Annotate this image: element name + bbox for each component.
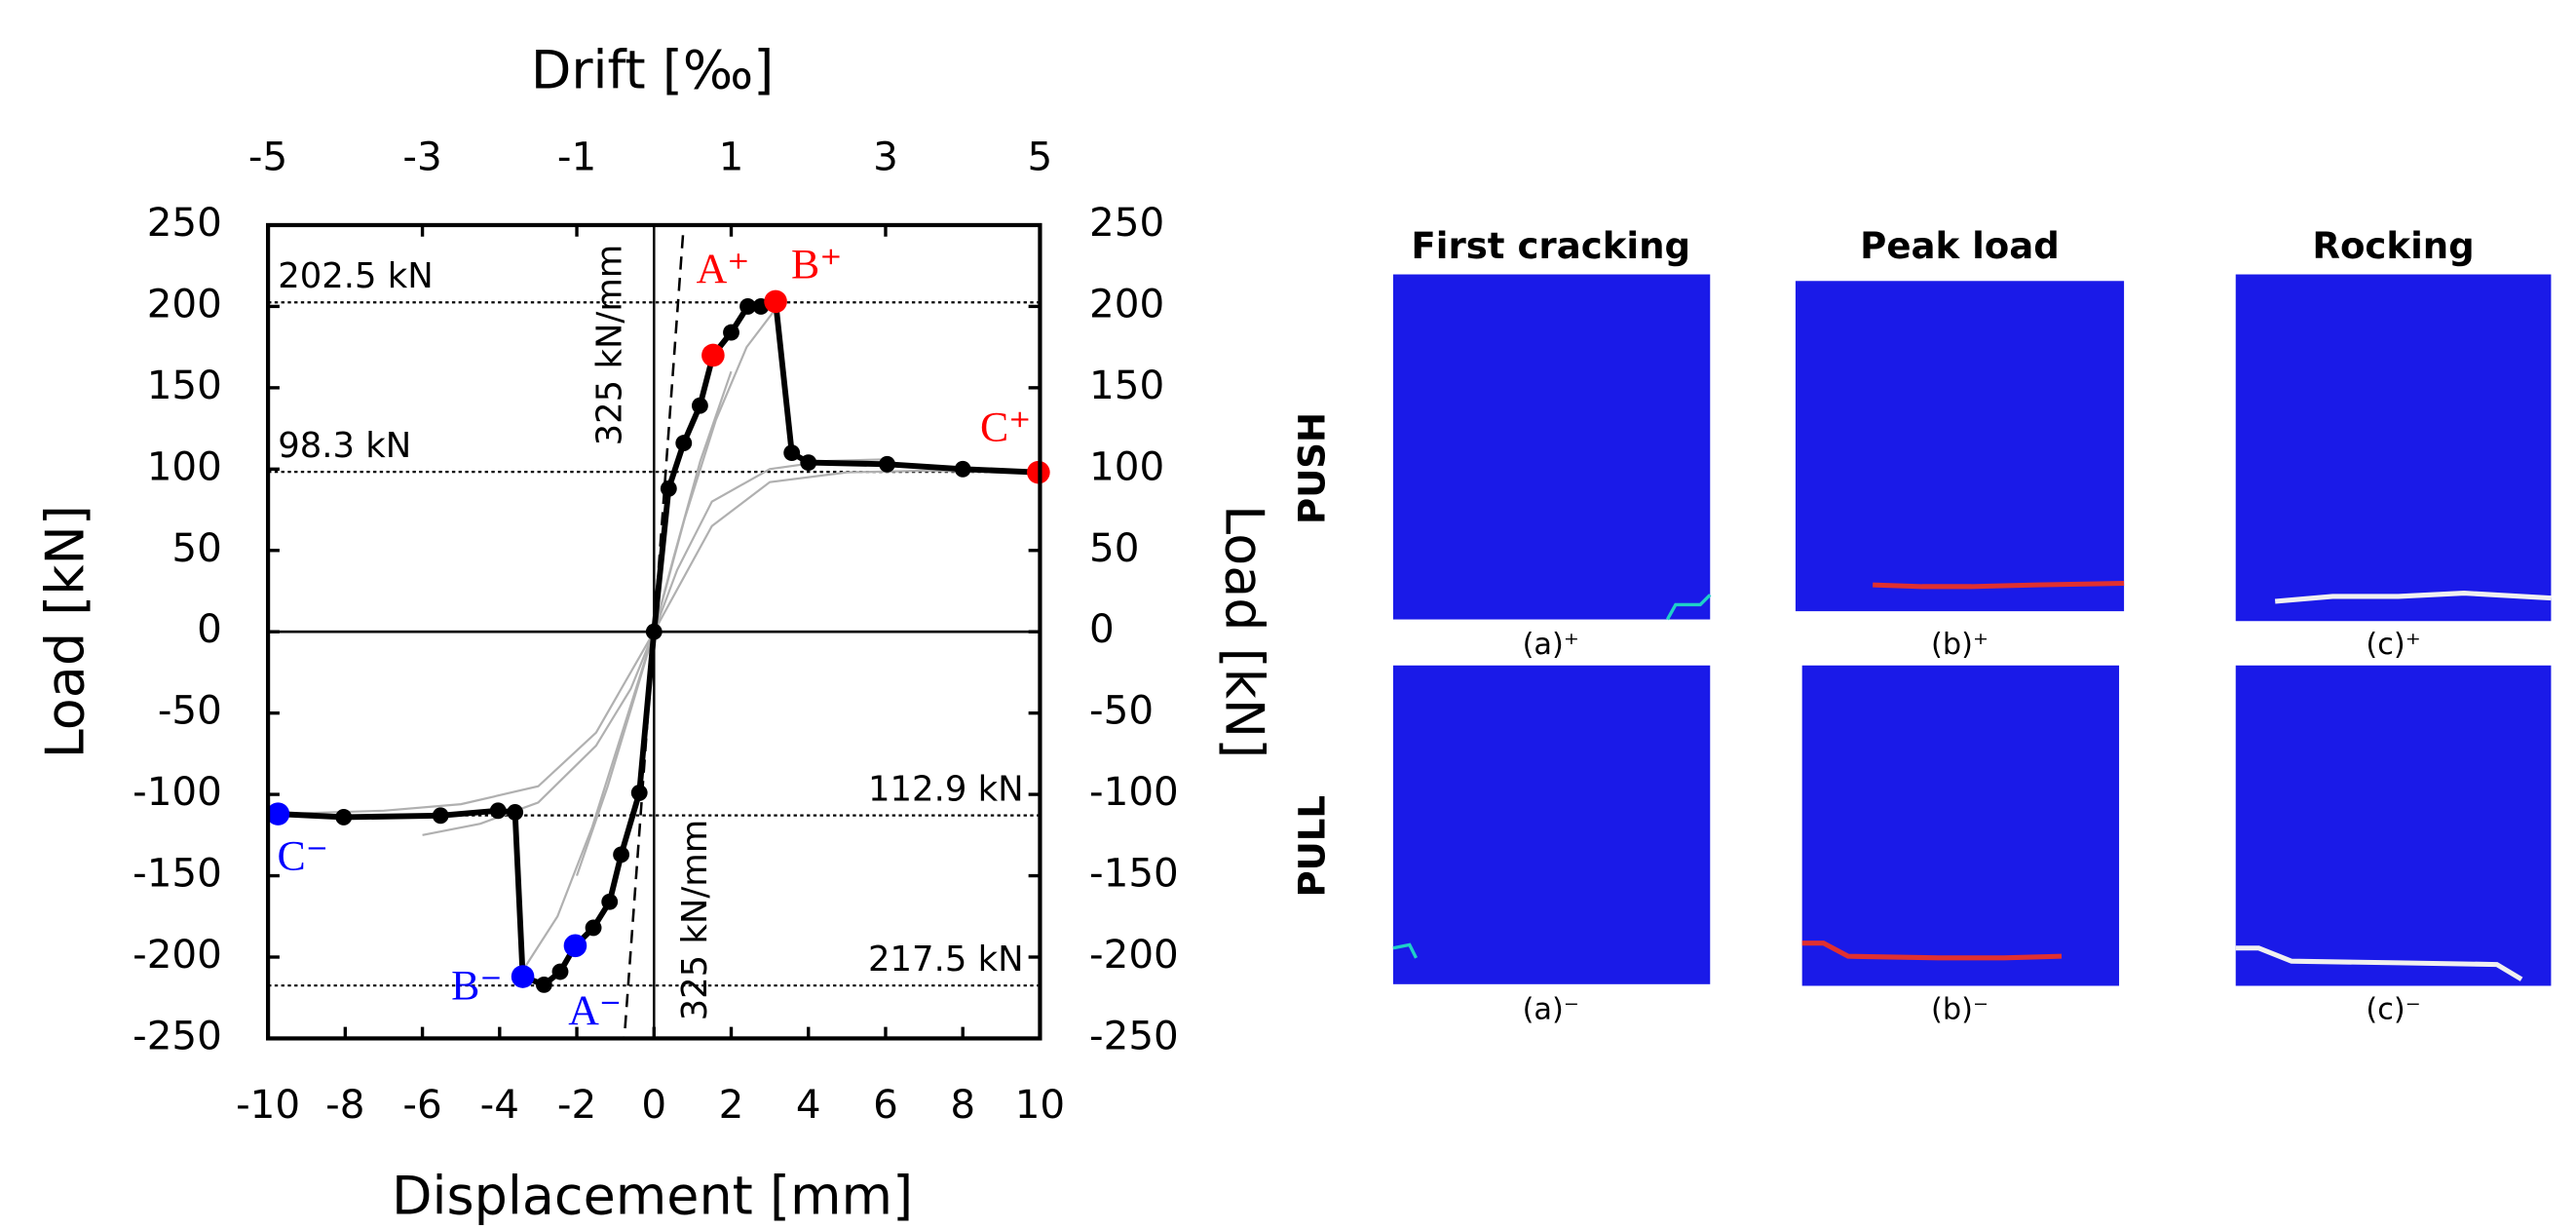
y-axis-label: Load [kN] <box>35 505 96 758</box>
y2-tick-label: -250 <box>1089 1012 1179 1058</box>
point <box>433 807 449 824</box>
y2-tick-label: -100 <box>1089 768 1179 815</box>
y-tick-label: -250 <box>133 1012 222 1058</box>
x-tick-label: 2 <box>719 1081 744 1128</box>
key-point <box>511 965 535 988</box>
row-title: PULL <box>1291 795 1333 898</box>
row-title: PUSH <box>1291 412 1333 524</box>
point <box>552 964 569 980</box>
cycle-line <box>280 471 1040 814</box>
x2-tick-label: 5 <box>1028 134 1053 180</box>
x-tick-label: -4 <box>480 1081 519 1128</box>
key-point-label: A⁻ <box>568 987 622 1034</box>
y2-axis-label: Load [kN] <box>1213 505 1274 758</box>
point <box>601 894 618 910</box>
y-tick-label: 0 <box>197 605 222 652</box>
y2-tick-label: 50 <box>1089 524 1139 571</box>
point <box>692 398 708 414</box>
x-tick-label: -6 <box>402 1081 441 1128</box>
point <box>879 456 895 473</box>
x-tick-label: -8 <box>325 1081 364 1128</box>
y2-tick-label: -200 <box>1089 931 1179 978</box>
image <box>1802 666 2119 986</box>
reference-label: 202.5 kN <box>278 256 434 296</box>
x2-axis-label: Drift [‰] <box>531 40 775 101</box>
y2-tick-label: 150 <box>1089 362 1164 408</box>
x-tick-label: 10 <box>1015 1081 1065 1128</box>
x-tick-label: 6 <box>873 1081 898 1128</box>
y2-tick-label: -50 <box>1089 687 1154 734</box>
y-tick-label: -200 <box>133 931 222 978</box>
point <box>631 785 648 801</box>
point <box>955 461 971 478</box>
key-point <box>764 290 787 314</box>
y-tick-label: -50 <box>158 687 222 734</box>
caption: (b)⁺ <box>1931 628 1989 662</box>
image <box>2236 666 2552 986</box>
y-tick-label: -150 <box>133 850 222 897</box>
key-point <box>564 935 587 958</box>
image <box>1393 275 1710 620</box>
y-tick-label: 200 <box>147 280 222 326</box>
point <box>536 977 552 993</box>
y2-tick-label: 250 <box>1089 199 1164 246</box>
point <box>490 802 507 819</box>
x2-tick-label: 3 <box>873 134 898 180</box>
y-tick-label: 100 <box>147 442 222 489</box>
key-point <box>701 344 725 367</box>
crack <box>1873 583 2124 586</box>
point <box>335 809 352 826</box>
envelope-line <box>278 301 1038 984</box>
caption: (a)⁺ <box>1523 628 1579 662</box>
stiffness-label: 325 kN/mm <box>675 820 715 1021</box>
y2-tick-label: 0 <box>1089 605 1115 652</box>
stiffness-label: 325 kN/mm <box>589 245 629 446</box>
x2-tick-label: -1 <box>557 134 596 180</box>
x-tick-label: 0 <box>641 1081 666 1128</box>
point <box>800 454 816 471</box>
point <box>675 435 692 451</box>
column-title: Peak load <box>1860 225 2060 267</box>
x2-tick-label: -5 <box>248 134 287 180</box>
y-tick-label: -100 <box>133 768 222 815</box>
point <box>613 846 629 863</box>
image <box>1796 281 2124 611</box>
x-tick-label: -2 <box>557 1081 596 1128</box>
y2-tick-label: 100 <box>1089 442 1164 489</box>
caption: (a)⁻ <box>1523 992 1579 1026</box>
figure: -10 -8 -6 -4 -2 0 2 4 6 8 10 -5 -3 -1 1 3 5 -250 -200 -150 -… <box>0 0 2576 1229</box>
column-title: First cracking <box>1411 225 1690 267</box>
point <box>507 804 523 821</box>
point <box>586 920 602 937</box>
image <box>2236 275 2552 622</box>
image <box>1393 666 1710 984</box>
point <box>783 444 800 461</box>
reference-label: 98.3 kN <box>278 426 411 466</box>
y2-tick-label: -150 <box>1089 850 1179 897</box>
reference-label: 112.9 kN <box>868 769 1024 809</box>
point <box>723 325 739 341</box>
x2-tick-label: -3 <box>402 134 441 180</box>
x-tick-label: 4 <box>796 1081 821 1128</box>
y-tick-label: 150 <box>147 362 222 408</box>
point <box>661 480 677 497</box>
caption: (c)⁺ <box>2366 628 2420 662</box>
key-point-label: C⁺ <box>980 404 1031 451</box>
x-tick-label: -10 <box>236 1081 300 1128</box>
key-point-label: A⁺ <box>697 246 750 292</box>
y-tick-label: 50 <box>171 524 221 571</box>
key-point-label: B⁻ <box>451 963 502 1010</box>
point <box>646 624 663 640</box>
column-title: Rocking <box>2312 225 2474 267</box>
x2-tick-label: 1 <box>719 134 744 180</box>
caption: (c)⁻ <box>2366 992 2420 1026</box>
y2-tick-label: 200 <box>1089 280 1164 326</box>
caption: (b)⁻ <box>1931 992 1989 1026</box>
key-point-label: C⁻ <box>278 832 328 879</box>
reference-label: 217.5 kN <box>868 940 1024 979</box>
key-point-label: B⁺ <box>791 242 842 288</box>
x-axis-label: Displacement [mm] <box>392 1165 913 1226</box>
y-tick-label: 250 <box>147 199 222 246</box>
x-tick-label: 8 <box>950 1081 975 1128</box>
